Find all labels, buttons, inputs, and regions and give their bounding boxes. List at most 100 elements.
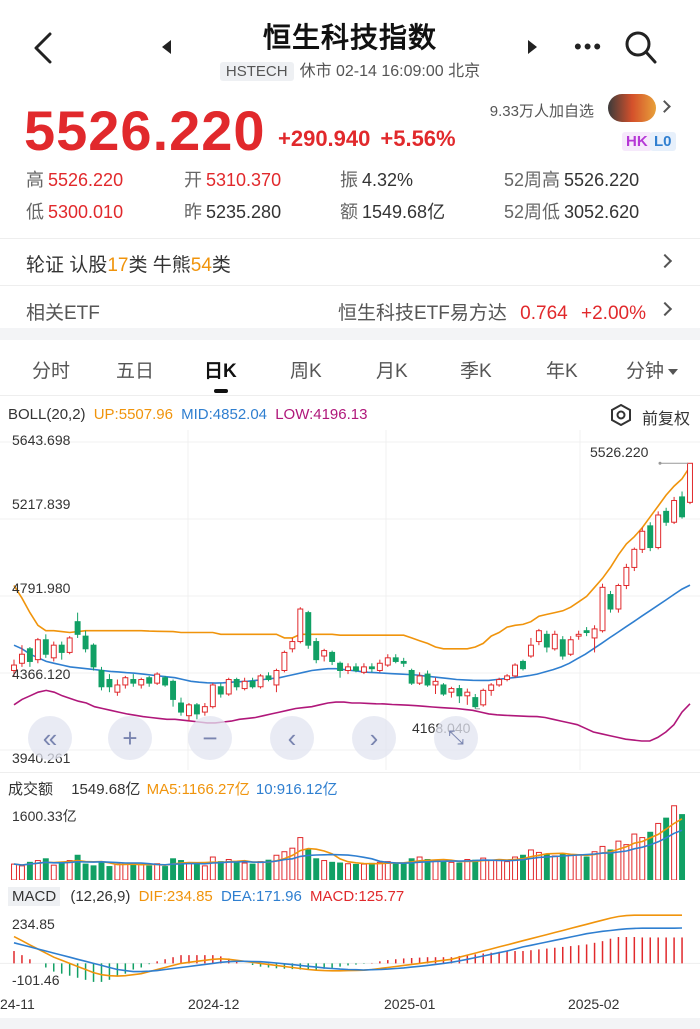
expand-icon[interactable] [658,100,674,114]
candle-body [663,510,670,523]
tab-3[interactable]: 周K [290,361,322,382]
call-warrants-suffix: 类 [128,255,148,276]
price-change: +290.940 +5.56% [278,126,466,152]
etf-label: 相关ETF [26,303,100,324]
macd-dif-line [13,914,682,977]
macd-legend[interactable]: MACD (12,26,9) DIF:234.85 DEA:171.96 MAC… [8,887,405,906]
stat-value: 5526.220 [48,170,124,190]
zoom-out-range-icon[interactable]: « [28,716,72,760]
tab-5[interactable]: 季K [460,361,492,382]
volume-bar [464,858,471,880]
candle-body [559,639,566,657]
kline-chart[interactable] [0,430,700,770]
volume-legend[interactable]: 成交额 1549.68亿 MA5:1166.27亿 10:916.12亿 [8,778,338,799]
volume-ma5: MA5:1166.27亿 [146,781,250,798]
more-icon[interactable]: ••• [574,34,604,59]
candle-body [424,673,431,686]
stat-item: 昨 5235.280 [184,198,281,224]
stat-value: 4.32% [362,170,414,190]
candle-body [448,688,455,693]
warrants-chevron-icon[interactable] [657,253,673,269]
tab-0[interactable]: 分时 [32,361,71,382]
scroll-left-icon[interactable]: ‹ [270,716,314,760]
macd-chart[interactable] [0,910,700,990]
volume-bar [480,857,487,880]
candle-body [504,675,511,681]
high-marker-label: 5526.220 [590,444,649,460]
volume-bar [496,858,503,880]
candle-body [575,633,582,637]
cbbc-suffix: 类 [211,255,231,276]
candle-body [416,675,423,684]
prev-index-icon[interactable] [162,40,171,54]
warrants-row[interactable]: 轮证 认股17类 牛熊54类 [26,250,231,277]
volume-bar [376,861,383,880]
boll-mid-line [13,584,691,684]
candle-body [687,462,693,503]
volume-bar [11,863,17,880]
candle-body [392,657,399,662]
volume-bar [50,864,57,880]
adjust-settings-icon[interactable] [610,404,632,426]
volume-bar [663,817,670,880]
volume-bar [154,863,161,880]
etf-price: 0.764 [520,303,568,324]
change-amount: +290.940 [278,126,371,151]
candle-body [623,566,630,587]
tab-4[interactable]: 月K [376,361,408,382]
scroll-right-icon[interactable]: › [352,716,396,760]
fullscreen-icon[interactable]: ⤡ [434,716,478,760]
tab-2[interactable]: 日K [204,361,237,382]
boll-legend[interactable]: BOLL(20,2) UP:5507.96 MID:4852.04 LOW:41… [8,406,367,423]
back-icon[interactable] [32,32,54,64]
candle-body [527,644,534,657]
tab-1[interactable]: 五日 [116,361,155,382]
stat-value: 5300.010 [48,202,124,222]
candle-body [26,648,33,662]
candle-body [106,679,113,688]
volume-bar [58,862,65,880]
candle-body [671,500,678,523]
zoom-out-icon[interactable]: − [188,716,232,760]
adjust-mode[interactable]: 前复权 [642,411,691,428]
volume-bar [42,858,49,880]
volume-bar [146,865,153,880]
candle-body [185,704,192,717]
stat-label: 高 [26,170,44,190]
volume-bar [66,860,73,880]
tab-7[interactable]: 分钟 [626,356,679,383]
etf-row[interactable]: 恒生科技ETF易方达 0.764 +2.00% [338,298,646,325]
candle-body [273,669,280,686]
macd-value: MACD:125.77 [310,888,405,905]
header-bar: 恒生科技指数 ••• HSTECH 休市 02-14 16:09:00 北京 [0,0,700,92]
quote-status: HSTECH 休市 02-14 16:09:00 北京 [0,57,700,81]
boll-up-line [13,466,691,650]
volume-bar [114,863,121,880]
volume-bar [615,840,622,880]
etf-chevron-icon[interactable] [657,301,673,317]
date-tick: 2025-02 [568,996,620,1012]
volume-bar [679,814,686,880]
candle-body [567,639,574,655]
volume-bar [448,861,455,880]
search-icon[interactable] [624,30,658,66]
macd-title: MACD [8,887,61,906]
price-tick: 5217.839 [12,496,71,512]
follower-avatars-icon[interactable] [608,94,656,122]
volume-bar [631,833,638,880]
candle-body [480,689,487,706]
high-marker-dot [658,461,662,465]
volume-value: 1549.68亿 [71,781,141,798]
candle-body [11,664,17,671]
macd-dea: DEA:171.96 [220,888,302,905]
tab-6[interactable]: 年K [546,361,578,382]
volume-bar [82,863,89,880]
candle-body [384,657,391,666]
candle-body [66,637,73,653]
next-index-icon[interactable] [528,40,537,54]
zoom-in-icon[interactable]: + [108,716,152,760]
volume-bar [98,861,105,880]
index-code: HSTECH [219,62,294,81]
volume-chart[interactable] [0,800,700,880]
stat-label: 额 [340,202,358,222]
